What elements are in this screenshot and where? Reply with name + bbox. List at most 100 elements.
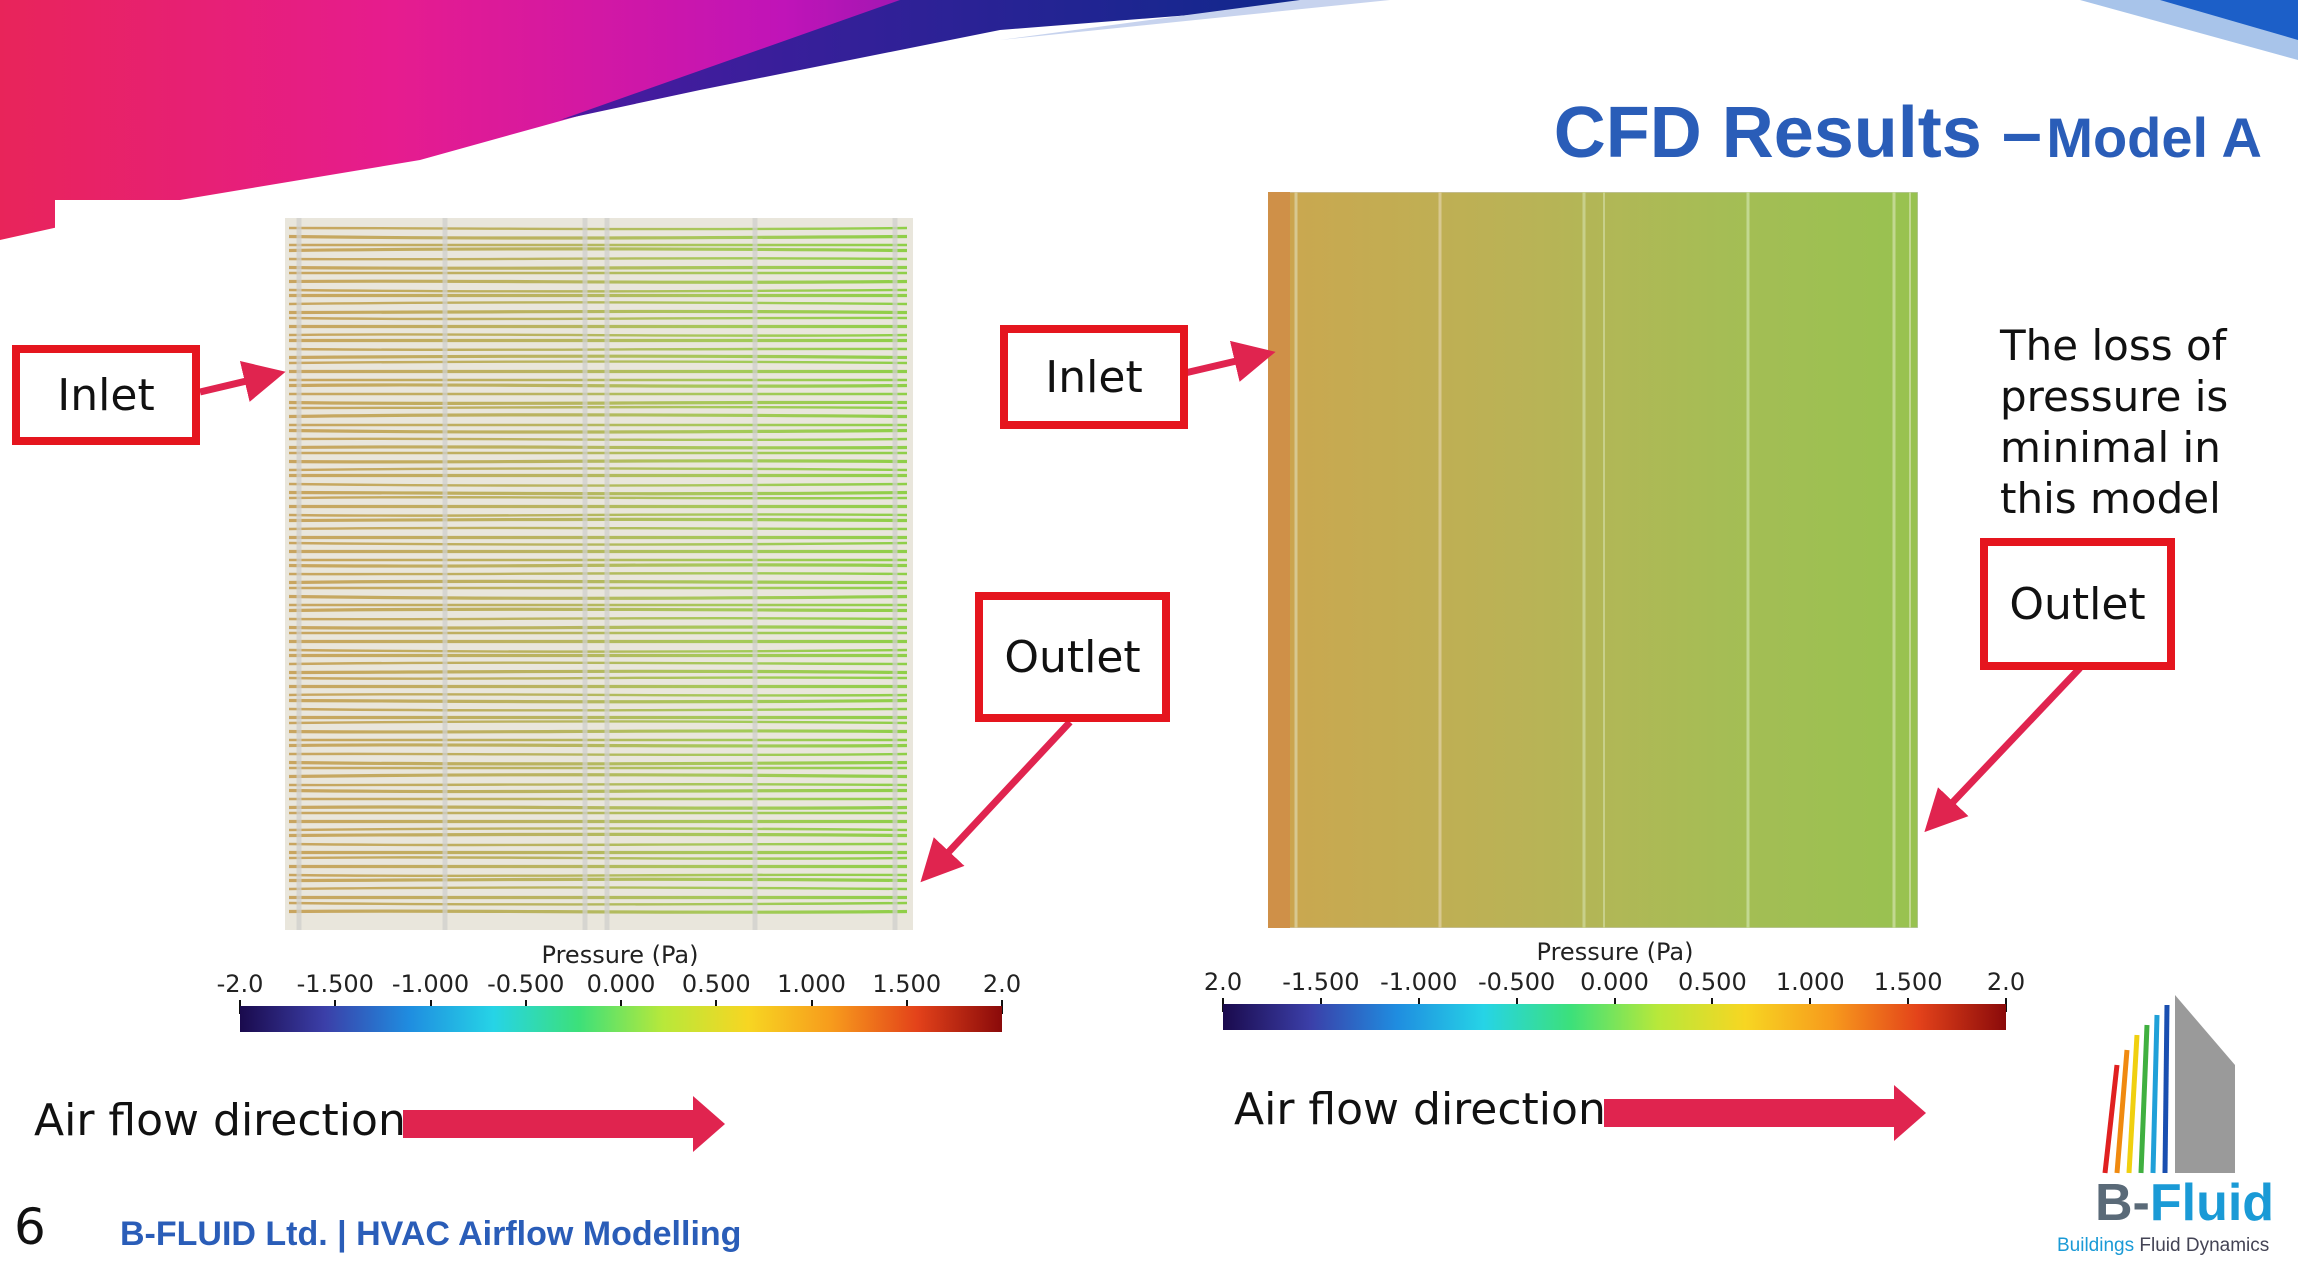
left-colorbar-tick-label: 2.0 — [982, 970, 1022, 998]
right-colorbar-tick-mark — [2005, 998, 2007, 1012]
streamline — [288, 309, 908, 315]
right-colorbar-tick-label: 2.0 — [1203, 968, 1243, 996]
streamline — [288, 811, 908, 816]
streamline — [288, 557, 908, 562]
streamline — [288, 549, 908, 554]
footer-text: B-FLUID Ltd. | HVAC Airflow Modelling — [120, 1215, 742, 1253]
pressure-loss-note: The loss of pressure is minimal in this … — [2000, 321, 2229, 523]
streamline — [288, 782, 908, 787]
logo-tagline: Buildings Fluid Dynamics — [2057, 1235, 2269, 1257]
streamline — [288, 526, 908, 531]
right-inlet-callout: Inlet — [1000, 325, 1188, 429]
streamline — [288, 247, 908, 253]
streamline — [288, 594, 908, 600]
streamline — [288, 482, 908, 487]
right-colorbar: 2.0 -1.500 -1.000 -0.500 0.000 0.500 1.000 1.50… — [1204, 968, 2025, 1038]
right-colorbar-tick-label: 1.000 — [1775, 968, 1845, 996]
b-fluid-logo: B-Fluid Buildings Fluid Dynamics — [2055, 995, 2295, 1260]
logo-tag-buildings: Buildings — [2057, 1235, 2135, 1256]
streamline — [288, 886, 908, 891]
streamline — [288, 850, 908, 856]
streamline — [288, 572, 908, 576]
streamline — [288, 603, 908, 607]
streamline — [288, 752, 908, 757]
streamline — [288, 392, 908, 396]
streamline — [288, 257, 908, 261]
streamline — [288, 513, 908, 517]
streamline — [288, 616, 908, 621]
right-colorbar-title: Pressure (Pa) — [1536, 938, 1694, 966]
air-flow-arrow-left — [403, 1096, 725, 1152]
right-colorbar-tick-label: -1.000 — [1380, 968, 1458, 996]
streamline — [288, 517, 908, 523]
streamline — [288, 347, 908, 352]
streamline — [288, 743, 908, 748]
streamline — [288, 288, 908, 293]
streamline — [288, 405, 908, 410]
streamline — [288, 354, 908, 360]
right-outlet-label: Outlet — [2009, 578, 2146, 630]
streamline — [288, 467, 908, 472]
streamline — [288, 535, 908, 541]
streamline — [288, 324, 908, 329]
left-colorbar: -2.0 -1.500 -1.000 -0.500 0.000 0.500 1.000 1.5… — [217, 970, 1021, 1040]
streamline — [288, 842, 908, 847]
streamline — [288, 707, 908, 712]
streamline — [288, 360, 908, 365]
streamline — [288, 413, 908, 419]
streamline — [288, 369, 908, 374]
streamline — [288, 400, 908, 406]
right-colorbar-tick-label: 0.000 — [1580, 968, 1649, 996]
title-main: CFD Results – — [1553, 93, 2042, 173]
slide-number: 6 — [14, 1198, 46, 1256]
streamline — [288, 271, 908, 275]
streamline — [288, 459, 908, 464]
left-colorbar-gradient — [240, 1006, 1002, 1032]
streamline — [288, 378, 908, 383]
streamline — [288, 445, 908, 450]
streamline — [288, 234, 908, 240]
streamline-plot-image — [285, 218, 913, 930]
streamline — [288, 563, 908, 568]
left-colorbar-tick-label: 1.000 — [777, 970, 846, 998]
streamline — [288, 226, 908, 231]
streamline — [288, 856, 908, 860]
pressure-contour-image — [1268, 192, 1918, 928]
left-colorbar-tick-label: 1.500 — [872, 970, 942, 998]
streamline — [288, 648, 908, 653]
left-inlet-label: Inlet — [57, 369, 155, 421]
streamline — [288, 265, 908, 270]
right-colorbar-tick-label: -0.500 — [1477, 968, 1556, 996]
left-colorbar-tick-label: -2.0 — [216, 970, 264, 998]
right-colorbar-tick-label: 1.500 — [1873, 968, 1943, 996]
streamline — [288, 279, 908, 284]
streamline — [288, 586, 908, 590]
streamline — [288, 625, 908, 630]
air-flow-arrow-right — [1604, 1085, 1926, 1141]
left-outlet-label: Outlet — [1004, 631, 1141, 683]
streamline — [288, 437, 908, 442]
left-colorbar-title: Pressure (Pa) — [541, 941, 699, 969]
left-colorbar-tick-label: 0.000 — [586, 970, 656, 998]
streamline — [288, 909, 908, 914]
logo-graphic — [2102, 995, 2235, 1174]
logo-fluid: Fluid — [2149, 1174, 2275, 1232]
streamline — [288, 773, 908, 779]
streamline — [288, 729, 908, 734]
streamline — [288, 901, 908, 906]
streamline — [288, 653, 908, 659]
right-inlet-label: Inlet — [1045, 351, 1143, 403]
right-colorbar-tick-label: -1.500 — [1282, 968, 1360, 996]
streamline — [288, 698, 908, 704]
title-sub: Model A — [2046, 106, 2262, 169]
streamline — [288, 738, 908, 742]
streamline — [288, 693, 908, 697]
streamline — [288, 760, 908, 766]
left-colorbar-tick-label: -1.000 — [391, 970, 470, 998]
streamline — [288, 661, 908, 666]
air-flow-label-left: Air flow direction — [34, 1095, 406, 1146]
streamline — [288, 451, 908, 455]
streamline — [288, 338, 908, 344]
streamline — [288, 873, 908, 878]
right-colorbar-tick-label: 2.0 — [1986, 968, 2026, 996]
